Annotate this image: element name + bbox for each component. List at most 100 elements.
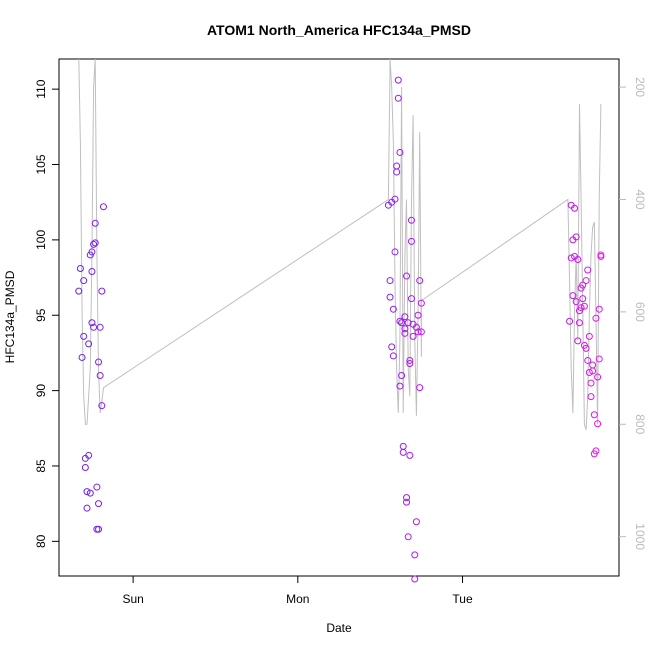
- data-point: [597, 251, 605, 259]
- data-point: [401, 325, 409, 333]
- data-point: [386, 293, 394, 301]
- data-point: [566, 317, 574, 325]
- data-point: [93, 483, 101, 491]
- y-tick-label: 95: [34, 308, 48, 322]
- data-point: [403, 272, 411, 280]
- data-point: [407, 295, 415, 303]
- data-point: [99, 203, 107, 211]
- data-point: [398, 372, 406, 380]
- data-point: [592, 447, 600, 455]
- data-point: [574, 255, 582, 263]
- chart-title: ATOM1 North_America HFC134a_PMSD: [207, 22, 471, 38]
- data-point: [585, 369, 593, 377]
- right-y-tick-label: 800: [633, 414, 647, 434]
- y-tick-label: 100: [34, 230, 48, 250]
- data-point: [584, 266, 592, 274]
- data-point: [595, 305, 603, 313]
- data-point: [585, 332, 593, 340]
- data-point: [595, 355, 603, 363]
- y-axis-label: HFC134a_PMSD: [3, 270, 17, 363]
- data-point: [404, 533, 412, 541]
- right-y-tick-label: 400: [633, 189, 647, 209]
- right-y-tick-label: 200: [633, 77, 647, 97]
- data-point: [76, 265, 84, 273]
- data-point: [91, 219, 99, 227]
- y-tick-label: 110: [34, 79, 48, 98]
- data-point: [86, 489, 94, 497]
- data-point: [403, 498, 411, 506]
- data-point: [399, 448, 407, 456]
- data-point: [90, 240, 98, 248]
- data-point: [406, 359, 414, 367]
- data-point: [589, 361, 597, 369]
- data-point: [88, 248, 96, 256]
- data-point: [414, 328, 422, 336]
- data-point: [582, 277, 590, 285]
- data-point: [83, 504, 91, 512]
- data-point: [389, 352, 397, 360]
- data-point: [567, 254, 575, 262]
- right-y-axis: 200 400 600 800 1000: [619, 77, 647, 550]
- x-tick-label: Sun: [122, 592, 143, 606]
- data-point: [389, 305, 397, 313]
- data-point: [401, 313, 409, 321]
- data-point: [579, 281, 587, 289]
- data-point: [399, 442, 407, 450]
- data-point: [412, 518, 420, 526]
- y-tick-label: 90: [34, 384, 48, 398]
- data-point: [85, 451, 93, 459]
- data-point: [81, 463, 89, 471]
- data-point: [396, 317, 404, 325]
- data-point: [594, 373, 602, 381]
- data-point: [85, 340, 93, 348]
- data-point: [407, 237, 415, 245]
- data-point: [572, 298, 580, 306]
- data-point: [393, 162, 401, 170]
- right-y-tick-label: 600: [633, 302, 647, 322]
- data-point: [594, 420, 602, 428]
- data-point: [416, 277, 424, 285]
- data-point: [393, 168, 401, 176]
- x-tick-label: Tue: [452, 592, 473, 606]
- data-point: [569, 292, 577, 300]
- data-point: [404, 319, 412, 327]
- data-point: [574, 337, 582, 345]
- data-point: [414, 311, 422, 319]
- data-point: [580, 302, 588, 310]
- data-point: [391, 248, 399, 256]
- data-point: [95, 358, 103, 366]
- data-point: [98, 402, 106, 410]
- data-point: [409, 332, 417, 340]
- x-tick-label: Mon: [286, 592, 309, 606]
- data-point: [575, 319, 583, 327]
- data-point: [394, 76, 402, 84]
- data-point: [412, 323, 420, 331]
- data-point: [396, 382, 404, 390]
- data-point: [401, 329, 409, 337]
- data-point: [417, 328, 425, 336]
- data-point: [90, 323, 98, 331]
- data-point: [406, 356, 414, 364]
- data-point: [584, 356, 592, 364]
- x-axis: Sun Mon Tue: [122, 576, 473, 606]
- data-point: [407, 216, 415, 224]
- data-point: [396, 148, 404, 156]
- data-points-layer: [75, 76, 605, 583]
- data-point: [394, 94, 402, 102]
- data-point: [406, 451, 414, 459]
- data-point: [96, 323, 104, 331]
- y-axis: 80 85 90 95 100 105 110: [34, 79, 59, 548]
- data-point: [592, 314, 600, 322]
- y-tick-label: 105: [34, 154, 48, 174]
- data-point: [386, 277, 394, 285]
- data-point: [88, 319, 96, 327]
- data-point: [388, 343, 396, 351]
- data-point: [83, 488, 91, 496]
- data-point: [587, 379, 595, 387]
- data-point: [411, 551, 419, 559]
- data-point: [411, 575, 419, 583]
- data-point: [96, 372, 104, 380]
- data-point: [571, 204, 579, 212]
- data-point: [78, 353, 86, 361]
